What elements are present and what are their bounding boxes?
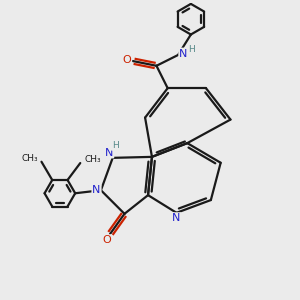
Text: N: N	[172, 213, 181, 223]
Text: N: N	[105, 148, 113, 158]
Text: H: H	[112, 141, 118, 150]
Text: H: H	[188, 45, 195, 54]
Text: O: O	[122, 55, 131, 64]
Text: N: N	[92, 185, 101, 195]
Text: CH₃: CH₃	[22, 154, 38, 163]
Text: N: N	[179, 49, 188, 58]
Text: CH₃: CH₃	[85, 155, 101, 164]
Text: O: O	[103, 235, 111, 245]
